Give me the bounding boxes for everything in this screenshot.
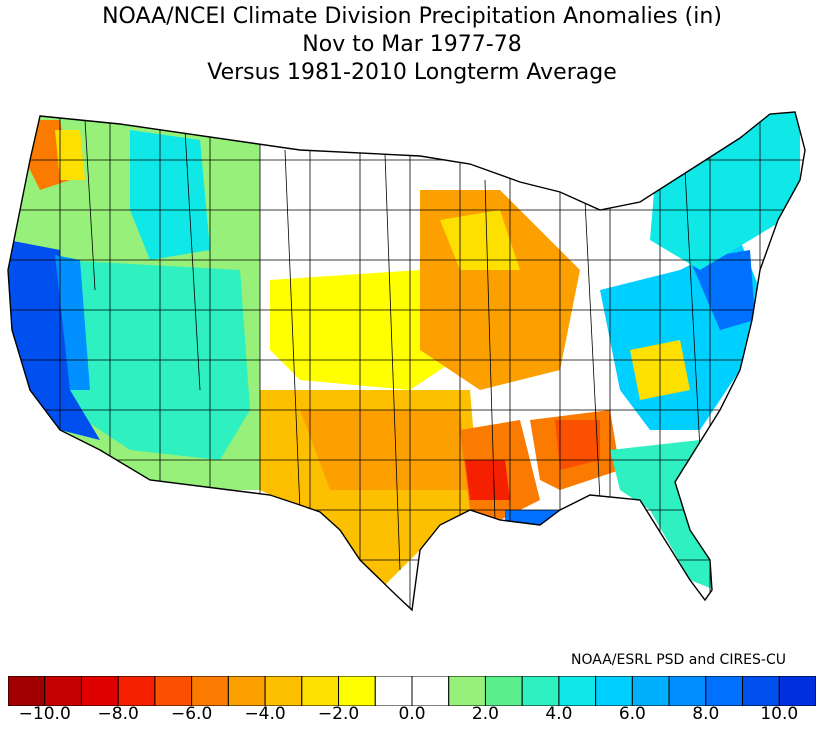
legend-swatch bbox=[117, 676, 156, 706]
legend-swatch bbox=[558, 676, 597, 706]
legend-tick-label: 8.0 bbox=[692, 704, 720, 724]
legend-tick-label: 0.0 bbox=[398, 704, 426, 724]
field-california-coast-very-wet bbox=[8, 240, 100, 440]
legend-swatch bbox=[191, 676, 229, 706]
legend-swatch bbox=[338, 676, 376, 706]
map-title-line-3: Versus 1981-2010 Longterm Average bbox=[207, 60, 617, 85]
legend-swatch bbox=[778, 676, 816, 706]
field-idaho-wet bbox=[130, 130, 210, 260]
legend-swatch bbox=[80, 676, 119, 706]
legend-tick-label: −10.0 bbox=[18, 704, 71, 724]
legend-swatch bbox=[705, 676, 744, 706]
field-mississippi-driest bbox=[465, 460, 510, 500]
field-southeast-louisiana-wet bbox=[505, 510, 560, 540]
legend-swatch bbox=[374, 676, 413, 706]
legend-swatch bbox=[595, 676, 633, 706]
legend-swatch bbox=[521, 676, 560, 706]
legend-swatch bbox=[301, 676, 340, 706]
map-title-line-2: Nov to Mar 1977-78 bbox=[302, 32, 522, 57]
legend-swatch bbox=[448, 676, 486, 706]
legend-swatch bbox=[264, 676, 303, 706]
legend-swatch bbox=[484, 676, 523, 706]
map-title-line-1: NOAA/NCEI Climate Division Precipitation… bbox=[102, 4, 722, 29]
field-california-interior-wet bbox=[55, 255, 90, 390]
legend-tick-label: 4.0 bbox=[545, 704, 573, 724]
legend-swatch bbox=[44, 676, 82, 706]
legend-swatch bbox=[411, 676, 450, 706]
legend-tick-label: −6.0 bbox=[170, 704, 213, 724]
legend-swatch bbox=[742, 676, 780, 706]
field-alabama-drier bbox=[555, 420, 600, 470]
field-puget-dry bbox=[55, 130, 85, 180]
legend-tick-label: 10.0 bbox=[760, 704, 799, 724]
credit-text: NOAA/ESRL PSD and CIRES-CU bbox=[570, 652, 786, 668]
precipitation-anomaly-map bbox=[7, 111, 806, 612]
field-florida-wet bbox=[610, 440, 715, 590]
legend-tick-label: 2.0 bbox=[471, 704, 499, 724]
climate-division-boundaries bbox=[8, 112, 805, 610]
legend-tick-label: 6.0 bbox=[618, 704, 646, 724]
legend-swatch bbox=[227, 676, 266, 706]
legend-tick-label: −8.0 bbox=[97, 704, 139, 724]
legend-tick-label: −4.0 bbox=[244, 704, 286, 724]
legend-swatch bbox=[631, 676, 670, 706]
legend-swatch bbox=[668, 676, 707, 706]
anomaly-fields bbox=[8, 112, 805, 610]
color-legend-bar bbox=[8, 676, 816, 706]
field-new-england-wet bbox=[650, 112, 800, 270]
us-outline bbox=[7, 111, 806, 612]
field-texas-oklahoma-drier bbox=[300, 410, 470, 490]
legend-swatch bbox=[8, 676, 46, 706]
legend-tick-label: −2.0 bbox=[317, 704, 360, 724]
legend-swatch bbox=[154, 676, 193, 706]
